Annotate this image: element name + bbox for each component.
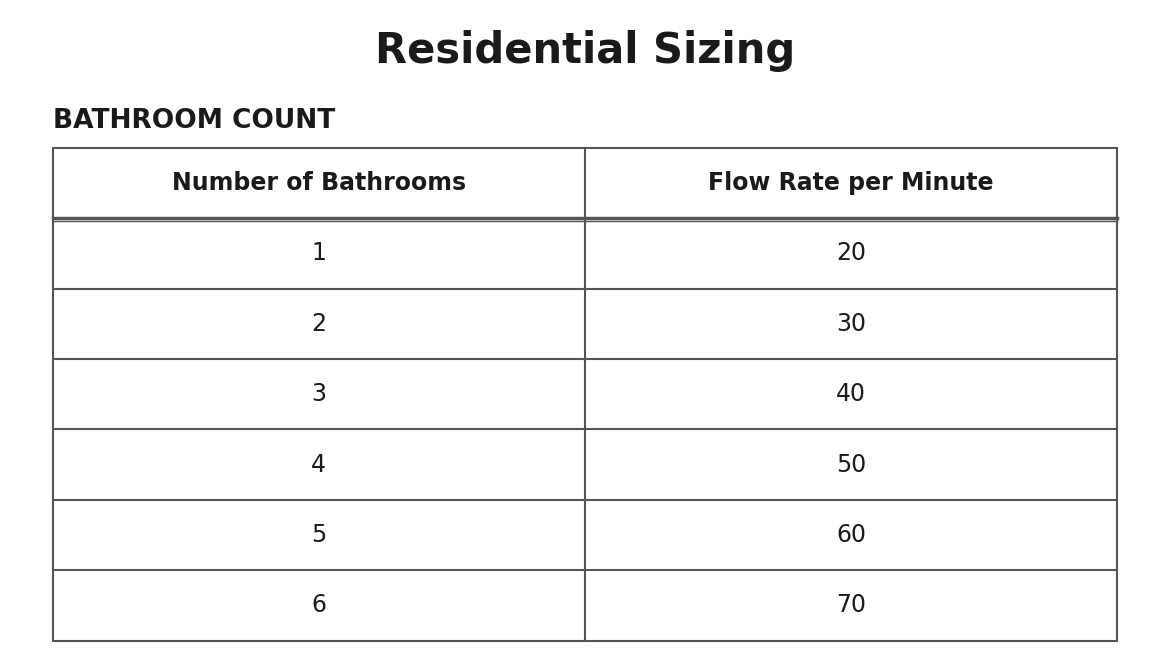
- Text: 50: 50: [837, 453, 866, 476]
- Text: 2: 2: [311, 312, 326, 336]
- Text: 30: 30: [837, 312, 866, 336]
- Text: Flow Rate per Minute: Flow Rate per Minute: [708, 171, 994, 195]
- Text: 5: 5: [311, 523, 326, 547]
- Text: Number of Bathrooms: Number of Bathrooms: [172, 171, 466, 195]
- Text: 6: 6: [311, 593, 326, 618]
- Text: 40: 40: [837, 382, 866, 406]
- Text: 20: 20: [837, 241, 866, 265]
- Text: 3: 3: [311, 382, 326, 406]
- Text: 70: 70: [837, 593, 866, 618]
- Text: Residential Sizing: Residential Sizing: [374, 30, 796, 72]
- Text: 1: 1: [311, 241, 326, 265]
- Text: 60: 60: [837, 523, 866, 547]
- Text: 4: 4: [311, 453, 326, 476]
- Text: BATHROOM COUNT: BATHROOM COUNT: [53, 108, 335, 135]
